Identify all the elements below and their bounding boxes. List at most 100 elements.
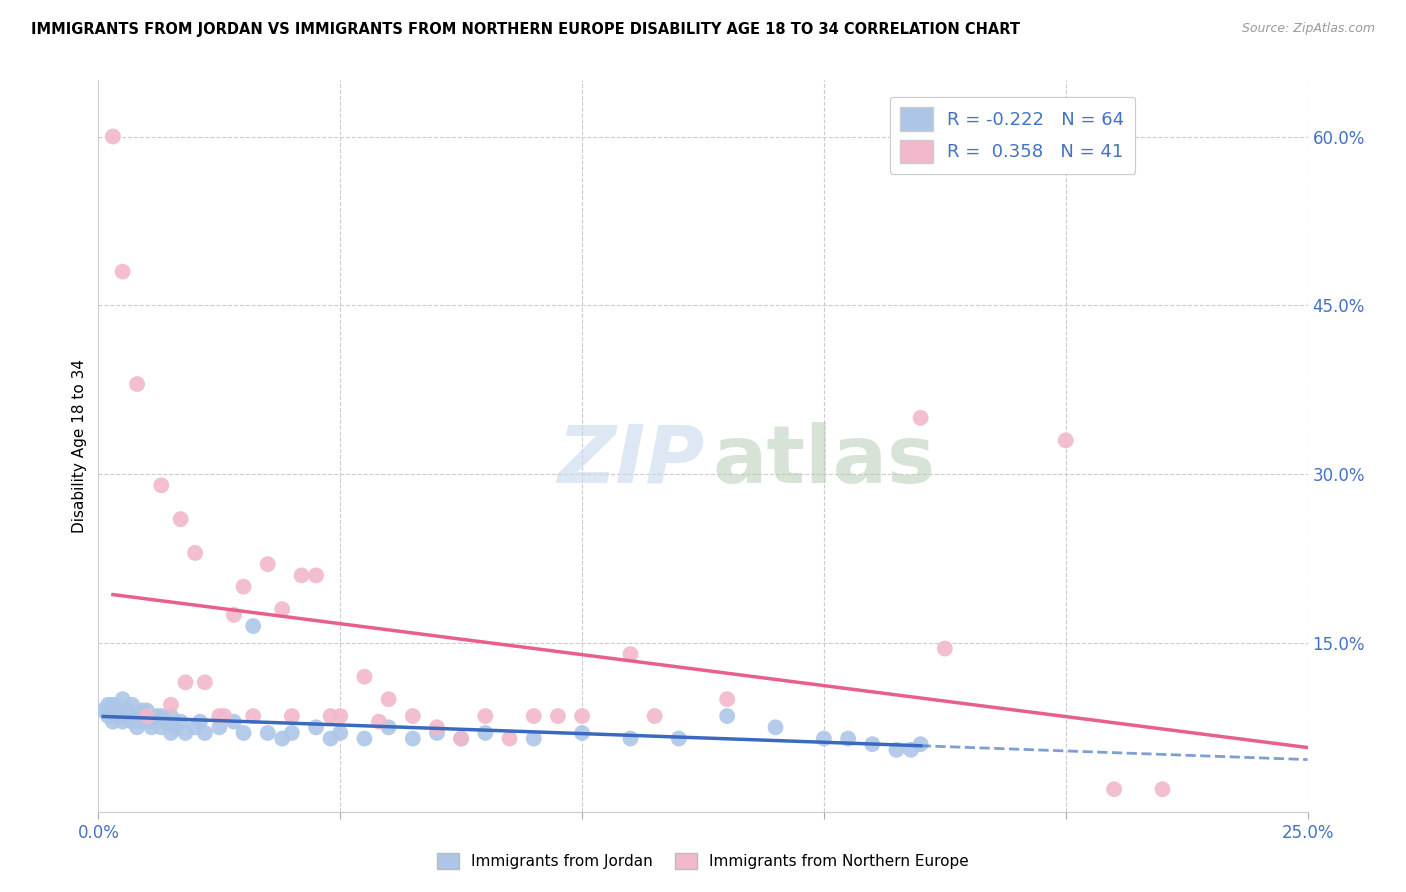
Text: IMMIGRANTS FROM JORDAN VS IMMIGRANTS FROM NORTHERN EUROPE DISABILITY AGE 18 TO 3: IMMIGRANTS FROM JORDAN VS IMMIGRANTS FRO… xyxy=(31,22,1019,37)
Point xyxy=(402,731,425,746)
Point xyxy=(281,726,304,740)
Point xyxy=(474,726,496,740)
Text: Source: ZipAtlas.com: Source: ZipAtlas.com xyxy=(1241,22,1375,36)
Point xyxy=(117,709,139,723)
Legend: Immigrants from Jordan, Immigrants from Northern Europe: Immigrants from Jordan, Immigrants from … xyxy=(432,847,974,875)
Point xyxy=(547,709,569,723)
Point xyxy=(426,720,449,734)
Point xyxy=(232,726,254,740)
Point xyxy=(141,720,163,734)
Point xyxy=(450,731,472,746)
Point xyxy=(716,692,738,706)
Point xyxy=(1102,782,1125,797)
Point xyxy=(174,726,197,740)
Point xyxy=(934,641,956,656)
Point xyxy=(271,602,294,616)
Point xyxy=(160,698,183,712)
Point xyxy=(111,714,134,729)
Point xyxy=(305,720,328,734)
Point xyxy=(101,703,124,717)
Point xyxy=(402,709,425,723)
Point xyxy=(860,737,883,751)
Point xyxy=(910,737,932,751)
Point xyxy=(91,703,114,717)
Point xyxy=(281,709,304,723)
Point xyxy=(208,709,231,723)
Point xyxy=(212,709,235,723)
Point xyxy=(194,726,217,740)
Point xyxy=(232,580,254,594)
Point xyxy=(188,714,211,729)
Point xyxy=(319,709,342,723)
Point xyxy=(329,709,352,723)
Y-axis label: Disability Age 18 to 34: Disability Age 18 to 34 xyxy=(72,359,87,533)
Point xyxy=(256,557,278,571)
Point xyxy=(368,714,391,729)
Point xyxy=(160,709,183,723)
Point xyxy=(619,647,641,661)
Point xyxy=(498,731,520,746)
Point xyxy=(256,726,278,740)
Point xyxy=(910,410,932,425)
Point xyxy=(127,709,149,723)
Point xyxy=(377,720,399,734)
Point xyxy=(271,731,294,746)
Point xyxy=(111,692,134,706)
Legend: R = -0.222   N = 64, R =  0.358   N = 41: R = -0.222 N = 64, R = 0.358 N = 41 xyxy=(890,96,1135,174)
Point xyxy=(101,714,124,729)
Point xyxy=(101,698,124,712)
Point xyxy=(121,714,143,729)
Point xyxy=(813,731,835,746)
Point xyxy=(107,703,129,717)
Point xyxy=(131,703,153,717)
Point xyxy=(329,726,352,740)
Point xyxy=(97,698,120,712)
Point xyxy=(174,675,197,690)
Point xyxy=(194,675,217,690)
Point xyxy=(141,714,163,729)
Point xyxy=(1054,434,1077,448)
Point xyxy=(474,709,496,723)
Point xyxy=(101,129,124,144)
Point xyxy=(135,709,157,723)
Point xyxy=(716,709,738,723)
Point xyxy=(150,709,173,723)
Point xyxy=(150,720,173,734)
Text: atlas: atlas xyxy=(713,422,935,500)
Point xyxy=(145,709,167,723)
Point xyxy=(450,731,472,746)
Point xyxy=(135,709,157,723)
Point xyxy=(523,709,546,723)
Point xyxy=(644,709,666,723)
Point xyxy=(222,607,245,622)
Point xyxy=(165,720,187,734)
Point xyxy=(837,731,859,746)
Point xyxy=(290,568,312,582)
Point xyxy=(1152,782,1174,797)
Point xyxy=(242,709,264,723)
Point xyxy=(184,546,207,560)
Point xyxy=(377,692,399,706)
Point xyxy=(426,726,449,740)
Point xyxy=(155,714,177,729)
Point xyxy=(107,709,129,723)
Point xyxy=(131,714,153,729)
Point xyxy=(121,698,143,712)
Point xyxy=(150,478,173,492)
Point xyxy=(169,714,191,729)
Point xyxy=(160,726,183,740)
Point xyxy=(668,731,690,746)
Point xyxy=(319,731,342,746)
Point xyxy=(117,703,139,717)
Point xyxy=(886,743,908,757)
Point xyxy=(169,512,191,526)
Point xyxy=(571,726,593,740)
Point xyxy=(900,743,922,757)
Text: ZIP: ZIP xyxy=(557,422,704,500)
Point xyxy=(97,709,120,723)
Point xyxy=(111,709,134,723)
Point xyxy=(127,377,149,392)
Point xyxy=(305,568,328,582)
Point xyxy=(135,703,157,717)
Point xyxy=(127,720,149,734)
